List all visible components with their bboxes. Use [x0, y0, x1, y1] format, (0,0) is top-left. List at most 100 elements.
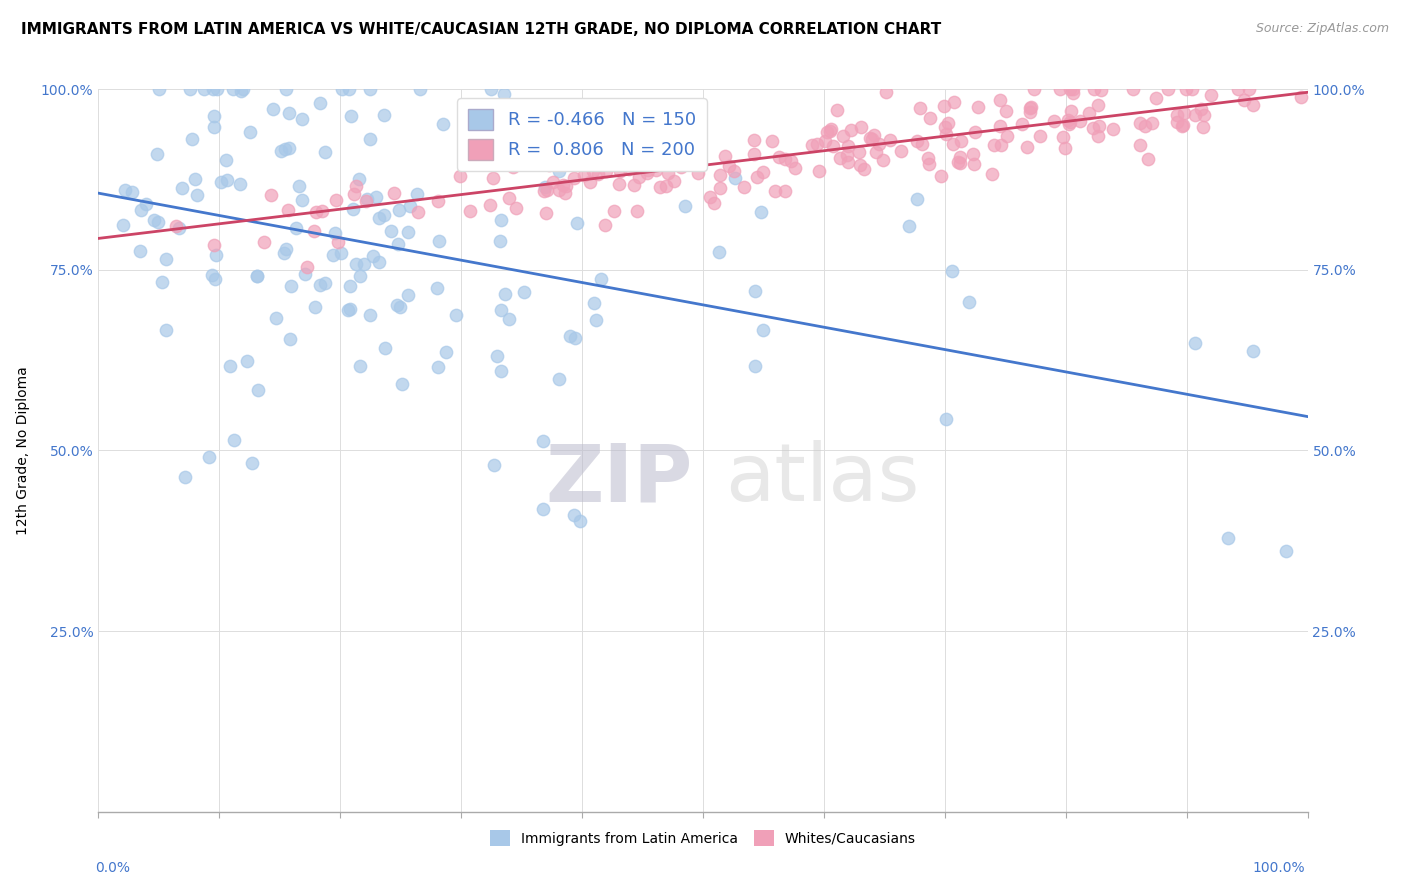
Point	[222, 433, 245, 447]
Point	[574, 168, 596, 182]
Point	[1029, 128, 1052, 143]
Point	[800, 138, 823, 153]
Point	[965, 125, 987, 139]
Point	[146, 215, 169, 229]
Point	[963, 157, 986, 171]
Point	[446, 308, 468, 322]
Text: atlas: atlas	[724, 441, 920, 518]
Point	[202, 109, 225, 123]
Point	[356, 193, 378, 207]
Point	[434, 345, 457, 359]
Point	[202, 120, 225, 135]
Point	[217, 173, 239, 187]
Point	[988, 120, 1011, 134]
Point	[553, 156, 575, 170]
Point	[148, 82, 170, 96]
Point	[489, 303, 512, 318]
Point	[655, 179, 678, 194]
Point	[253, 235, 276, 250]
Point	[1062, 82, 1084, 96]
Point	[534, 206, 557, 220]
Point	[1181, 82, 1204, 96]
Point	[935, 127, 957, 141]
Point	[353, 256, 375, 270]
Point	[174, 470, 197, 484]
Point	[366, 190, 388, 204]
Point	[274, 142, 297, 156]
Point	[593, 218, 616, 232]
Point	[865, 145, 887, 160]
Point	[1184, 336, 1206, 351]
Point	[121, 185, 143, 199]
Point	[1192, 108, 1215, 122]
Point	[274, 82, 297, 96]
Point	[648, 180, 671, 194]
Point	[562, 508, 585, 523]
Point	[564, 331, 586, 345]
Point	[349, 359, 371, 373]
Point	[1059, 114, 1081, 128]
Point	[995, 128, 1018, 143]
Point	[274, 242, 297, 256]
Point	[942, 137, 965, 152]
Point	[837, 155, 859, 169]
Point	[339, 301, 361, 316]
Point	[1083, 121, 1105, 136]
Point	[744, 359, 766, 374]
Point	[270, 144, 292, 158]
Point	[485, 349, 508, 363]
Point	[941, 264, 963, 278]
Point	[957, 295, 980, 310]
Point	[432, 117, 454, 131]
Point	[990, 137, 1012, 152]
Point	[280, 279, 302, 293]
Point	[1237, 82, 1260, 96]
Point	[494, 286, 516, 301]
Point	[657, 166, 679, 180]
Point	[751, 165, 773, 179]
Point	[818, 124, 841, 138]
Point	[858, 131, 880, 145]
Point	[114, 183, 136, 197]
Point	[879, 133, 901, 147]
Point	[336, 303, 359, 318]
Point	[949, 155, 972, 169]
Point	[167, 220, 190, 235]
Point	[260, 187, 283, 202]
Point	[659, 140, 682, 154]
Point	[934, 120, 956, 134]
Text: ZIP: ZIP	[546, 441, 693, 518]
Point	[773, 184, 796, 198]
Point	[962, 147, 984, 161]
Point	[814, 134, 837, 148]
Point	[498, 311, 520, 326]
Point	[703, 196, 725, 211]
Point	[949, 150, 972, 164]
Point	[457, 137, 479, 152]
Text: Source: ZipAtlas.com: Source: ZipAtlas.com	[1256, 22, 1389, 36]
Point	[548, 163, 571, 178]
Point	[905, 192, 928, 206]
Point	[935, 412, 957, 426]
Y-axis label: 12th Grade, No Diploma: 12th Grade, No Diploma	[15, 366, 30, 535]
Point	[246, 269, 269, 284]
Point	[1101, 122, 1123, 136]
Point	[489, 212, 512, 227]
Point	[1227, 82, 1250, 96]
Point	[533, 184, 555, 198]
Point	[325, 193, 347, 207]
Point	[1059, 82, 1081, 96]
Point	[347, 172, 370, 186]
Point	[492, 87, 515, 101]
Point	[1289, 90, 1312, 104]
Point	[744, 133, 766, 147]
Point	[723, 164, 745, 178]
Point	[288, 178, 311, 193]
Point	[229, 84, 252, 98]
Point	[714, 148, 737, 162]
Point	[1157, 82, 1180, 96]
Point	[179, 82, 201, 96]
Legend: Immigrants from Latin America, Whites/Caucasians: Immigrants from Latin America, Whites/Ca…	[485, 824, 921, 852]
Point	[150, 276, 173, 290]
Point	[291, 193, 314, 207]
